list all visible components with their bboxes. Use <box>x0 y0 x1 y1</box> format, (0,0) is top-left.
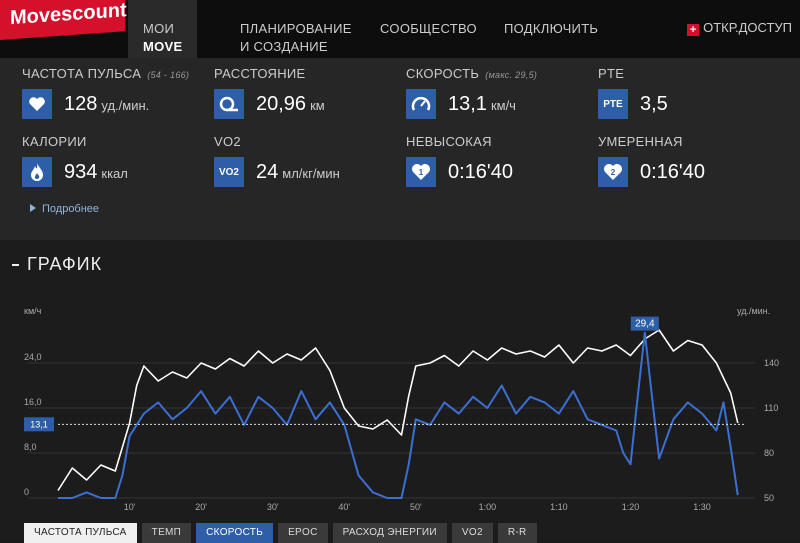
x-tick-label: 30' <box>267 502 279 512</box>
triangle-right-icon <box>30 204 36 212</box>
speed-line <box>58 331 739 499</box>
stat-unit: км/ч <box>490 97 516 113</box>
x-tick-label: 40' <box>338 502 350 512</box>
stat-label: РАССТОЯНИЕ <box>214 66 306 81</box>
stat-label: КАЛОРИИ <box>22 134 87 149</box>
stat-label: УМЕРЕННАЯ <box>598 134 683 149</box>
nav-planning-line1: ПЛАНИРОВАНИЕ <box>240 21 352 36</box>
stat-max: (макс. 29,5) <box>485 70 538 80</box>
flame-icon <box>22 157 52 187</box>
stat-unit: ккал <box>101 165 128 181</box>
stat-speed: СКОРОСТЬ (макс. 29,5) 13,1 км/ч <box>406 66 537 119</box>
avg-speed-badge <box>24 417 54 432</box>
stat-calories: КАЛОРИИ 934 ккал <box>22 134 128 187</box>
stat-value: 20,96 <box>256 92 307 115</box>
heart-zone-1-icon: 1 <box>406 157 436 187</box>
heart-zone-2-icon: 2 <box>598 157 628 187</box>
top-bar: Movescount МОИ MOVE ПЛАНИРОВАНИЕ И СОЗДА… <box>0 0 800 58</box>
y-right-tick-label: 140 <box>764 358 779 368</box>
stat-value: 3,5 <box>640 92 668 115</box>
stat-value: 0:16'40 <box>640 160 705 183</box>
chart-metric-tabs: ЧАСТОТА ПУЛЬСА ТЕМП СКОРОСТЬ EPOC РАСХОД ЭНЕ… <box>24 523 537 543</box>
vo2-icon: VO2 <box>214 157 244 187</box>
stat-unit: мл/кг/мин <box>282 165 340 181</box>
x-tick-label: 10' <box>124 502 136 512</box>
stat-pte: PTE PTE 3,5 <box>598 66 668 119</box>
tab-3[interactable]: EPOC <box>278 523 328 543</box>
tab-5[interactable]: VO2 <box>451 523 493 543</box>
nav-my-label: МОИ <box>143 21 175 36</box>
open-access-label: ОТКР.ДОСТУП <box>703 20 792 35</box>
x-tick-label: 20' <box>195 502 207 512</box>
svg-text:1: 1 <box>419 168 424 177</box>
movescount-logo[interactable]: Movescount <box>0 0 127 41</box>
tab-2[interactable]: СКОРОСТЬ <box>196 523 274 543</box>
more-details-label: Подробнее <box>42 203 100 215</box>
nav-planning[interactable]: ПЛАНИРОВАНИЕ И СОЗДАНИЕ <box>240 0 352 58</box>
stat-heart-rate: ЧАСТОТА ПУЛЬСА (54 - 166) 128 уд./мин. <box>22 66 189 119</box>
x-tick-label: 50' <box>410 502 422 512</box>
y-right-tick-label: 110 <box>764 403 778 413</box>
stat-value: 13,1 <box>448 92 487 115</box>
stat-vo2: VO2 VO2 24 мл/кг/мин <box>214 134 340 187</box>
y-right-tick-label: 80 <box>764 448 774 458</box>
nav-planning-line2: И СОЗДАНИЕ <box>240 39 328 54</box>
svg-text:2: 2 <box>611 168 616 177</box>
y-right-tick-label: 50 <box>764 493 774 503</box>
tab-4[interactable]: РАСХОД ЭНЕРГИИ <box>332 523 447 543</box>
y-left-tick-label: 8,0 <box>24 442 37 452</box>
summary-stats: ЧАСТОТА ПУЛЬСА (54 - 166) 128 уд./мин. РАС… <box>0 58 800 240</box>
stat-unit: км <box>310 97 325 113</box>
speedometer-icon <box>406 89 436 119</box>
stat-label: СКОРОСТЬ <box>406 66 480 81</box>
x-tick-label: 1:00 <box>479 502 497 512</box>
chart-title-label: ГРАФИК <box>27 254 103 274</box>
y-left-axis-label: км/ч <box>24 306 42 316</box>
max-speed-badge <box>630 316 659 331</box>
stat-value: 934 <box>64 160 98 183</box>
open-access-button[interactable]: + ОТКР.ДОСТУП <box>687 20 792 36</box>
stat-value: 0:16'40 <box>448 160 513 183</box>
pte-icon: PTE <box>598 89 628 119</box>
more-details-link[interactable]: Подробнее <box>30 203 99 215</box>
y-right-axis-label: уд./мин. <box>737 306 770 316</box>
collapse-icon[interactable] <box>12 264 19 266</box>
stat-range: (54 - 166) <box>147 70 190 80</box>
tab-6[interactable]: R-R <box>497 523 537 543</box>
y-left-tick-label: 24,0 <box>24 352 42 362</box>
stat-label: НЕВЫСОКАЯ <box>406 134 492 149</box>
stat-zone-moderate: УМЕРЕННАЯ 2 0:16'40 <box>598 134 705 187</box>
x-tick-label: 1:10 <box>550 502 568 512</box>
chart-section: ГРАФИК 0 8,0 16,0 24,0 50 80 110 140 км/ч уд./мин… <box>0 240 800 543</box>
stat-zone-low: НЕВЫСОКАЯ 1 0:16'40 <box>406 134 513 187</box>
stat-value: 24 <box>256 160 279 183</box>
speed-heart-rate-chart[interactable]: 0 8,0 16,0 24,0 50 80 110 140 км/ч уд./мин. 10' 20'… <box>0 240 800 520</box>
stat-label: VO2 <box>214 134 241 149</box>
nav-community[interactable]: СООБЩЕСТВО <box>380 21 477 36</box>
tab-1[interactable]: ТЕМП <box>141 523 192 543</box>
plus-icon: + <box>687 24 700 36</box>
tab-0[interactable]: ЧАСТОТА ПУЛЬСА <box>24 523 137 543</box>
nav-move-label: MOVE <box>143 39 183 54</box>
stat-unit: уд./мин. <box>101 97 150 113</box>
x-tick-label: 1:20 <box>622 502 640 512</box>
chart-title[interactable]: ГРАФИК <box>12 254 102 275</box>
avg-speed-label: 13,1 <box>30 419 48 429</box>
distance-icon <box>214 89 244 119</box>
nav-connect[interactable]: ПОДКЛЮЧИТЬ <box>504 21 599 36</box>
x-tick-label: 1:30 <box>693 502 711 512</box>
stat-distance: РАССТОЯНИЕ 20,96 км <box>214 66 325 119</box>
max-speed-label: 29,4 <box>635 319 655 330</box>
stat-label: ЧАСТОТА ПУЛЬСА <box>22 66 142 81</box>
stat-label: PTE <box>598 66 625 81</box>
heart-rate-line <box>57 329 739 491</box>
y-left-tick-label: 16,0 <box>24 397 42 407</box>
y-left-tick-label: 0 <box>24 487 29 497</box>
heart-icon <box>22 89 52 119</box>
stat-value: 128 <box>64 92 98 115</box>
nav-my-moves[interactable]: МОИ MOVE <box>128 0 198 58</box>
